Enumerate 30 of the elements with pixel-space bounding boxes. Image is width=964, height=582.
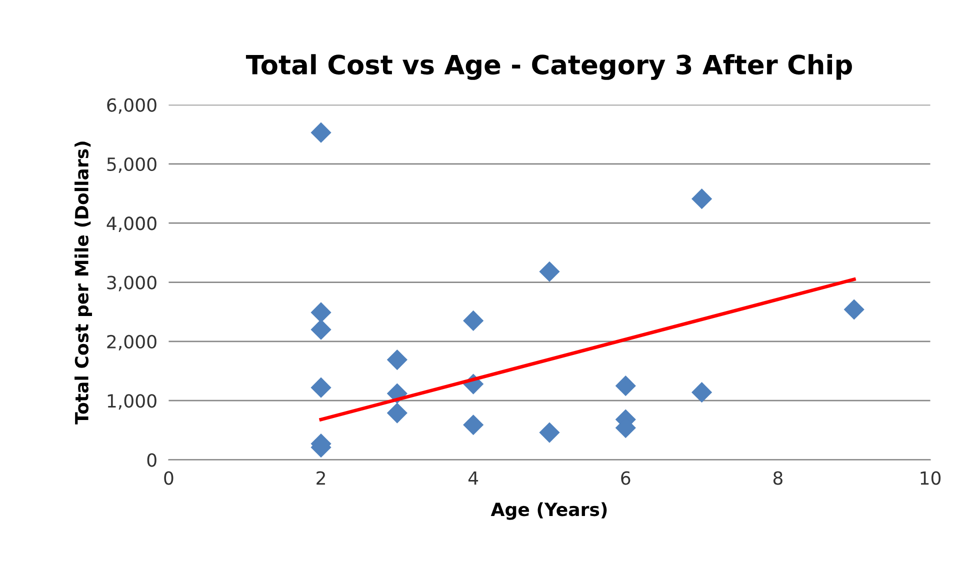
x-tick-label: 4 bbox=[468, 471, 478, 485]
point bbox=[539, 261, 560, 282]
point bbox=[386, 402, 408, 424]
point bbox=[463, 414, 484, 436]
point bbox=[691, 188, 712, 210]
x-tick-label: 8 bbox=[773, 471, 782, 485]
y-tick-label: 1,000 bbox=[108, 394, 156, 410]
y-axis-title: Total Cost per Mile (Dollars) bbox=[74, 142, 92, 424]
chart-title: Total Cost vs Age - Category 3 After Chip bbox=[246, 54, 852, 80]
x-tick-label: 2 bbox=[316, 471, 325, 485]
point bbox=[539, 422, 560, 443]
x-tick-label: 6 bbox=[621, 471, 630, 485]
point bbox=[310, 122, 332, 143]
point bbox=[310, 319, 332, 340]
y-tick-label: 2,000 bbox=[107, 334, 156, 350]
y-tick-label: 4,000 bbox=[106, 216, 156, 232]
point bbox=[615, 376, 636, 396]
y-tick-label: 5,000 bbox=[107, 157, 156, 173]
point bbox=[386, 349, 408, 370]
point bbox=[691, 382, 712, 403]
x-tick-label: 0 bbox=[164, 471, 174, 485]
x-tick-label: 10 bbox=[920, 471, 941, 485]
point bbox=[844, 299, 864, 320]
x-axis-title: Age (Years) bbox=[490, 502, 607, 520]
point bbox=[463, 310, 484, 332]
y-tick-label: 6,000 bbox=[107, 98, 156, 114]
y-tick-label: 0 bbox=[147, 453, 156, 467]
point bbox=[310, 377, 332, 398]
point bbox=[310, 302, 332, 323]
y-tick-label: 3,000 bbox=[107, 276, 156, 292]
